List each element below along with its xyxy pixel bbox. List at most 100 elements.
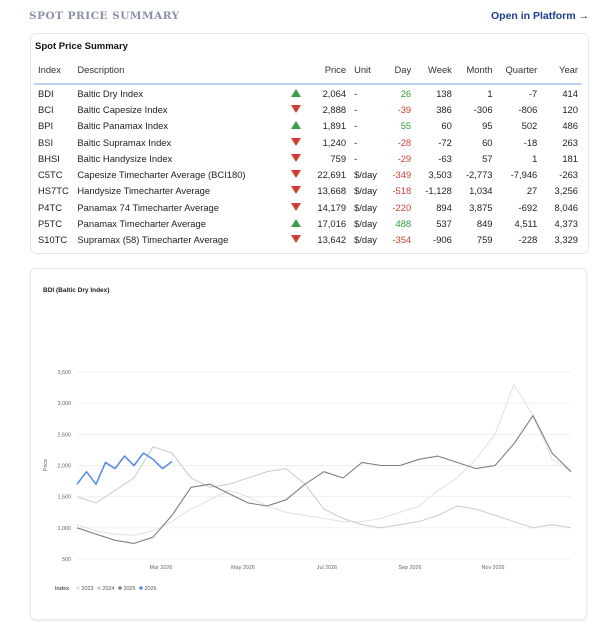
trend-up-icon	[291, 88, 301, 97]
trend-down-icon	[291, 186, 301, 195]
cell-trend	[287, 166, 309, 182]
legend-marker-2026	[139, 586, 143, 590]
cell-month: 57	[482, 152, 493, 164]
cell-week: -72	[438, 136, 452, 148]
cell-quarter: 27	[526, 185, 538, 197]
col-month[interactable]: Month	[466, 64, 493, 75]
y-tick-label: 500	[62, 557, 71, 563]
cell-price: 14,179	[317, 201, 347, 213]
y-tick-label: 3,500	[58, 370, 72, 376]
cell-week: 894	[436, 201, 452, 213]
cell-year: 8,046	[554, 201, 578, 213]
cell-day: -354	[392, 234, 412, 246]
table-row[interactable]: BPI Baltic Panamax Index 1,891- 55 60 95 502 48…	[34, 118, 582, 134]
cell-quarter: 502	[521, 120, 538, 132]
cell-quarter: -806	[518, 103, 538, 115]
cell-price: 13,668	[317, 185, 347, 197]
cell-description: Handysize Timecharter Average	[77, 185, 211, 197]
table-row[interactable]: P4TC Panamax 74 Timecharter Average 14,179…	[34, 199, 582, 215]
x-tick-label: Sep 2026	[398, 565, 421, 571]
cell-month: 1	[455, 82, 497, 102]
cell-trend	[287, 199, 309, 215]
legend-label-2024: 2024	[103, 586, 115, 592]
cell-price: 13,642	[317, 234, 347, 246]
trend-up-icon	[291, 121, 301, 130]
cell-month: -2,773	[465, 169, 493, 181]
cell-trend	[287, 183, 309, 199]
page-title: SPOT PRICE SUMMARY	[29, 10, 180, 22]
table-row[interactable]: BHSI Baltic Handysize Index 759- -29 -63 57 1 1…	[34, 150, 582, 166]
cell-month: 849	[476, 218, 493, 230]
cell-quarter: -7,946	[510, 169, 538, 181]
col-price[interactable]: Price	[324, 64, 347, 75]
cell-year: 414	[541, 82, 582, 102]
table-row[interactable]: P5TC Panamax Timecharter Average 17,016 $/d…	[34, 215, 582, 231]
cell-week: 138	[415, 82, 456, 102]
x-tick-label: May 2026	[231, 565, 255, 571]
table-row[interactable]: BDI Baltic Dry Index 2,064-26 138 1 -7 414	[34, 82, 582, 102]
table-row[interactable]: C5TC Capesize Timecharter Average (BCI180…	[34, 166, 582, 182]
trend-down-icon	[291, 104, 301, 113]
cell-week: -63	[438, 152, 452, 164]
y-tick-label: 2,500	[58, 432, 72, 438]
cell-unit: $/day	[354, 218, 377, 230]
cell-index: P5TC	[38, 218, 62, 230]
spot-price-summary-card: Spot Price Summary Index Description Pri…	[30, 33, 589, 254]
table-row[interactable]: BSI Baltic Supramax Index 1,240- -28 -72 60 -1…	[34, 134, 582, 150]
col-index[interactable]: Index	[38, 64, 61, 75]
col-week[interactable]: Week	[428, 64, 452, 75]
col-trend	[287, 62, 309, 84]
cell-year: 120	[562, 103, 578, 115]
cell-trend	[287, 232, 309, 248]
cell-index: BHSI	[38, 152, 60, 164]
bdi-line-chart: 500 1,000 1,500 2,000 2,500 3,000 3,500 Mar 202…	[43, 370, 572, 592]
y-axis-label: Price	[43, 459, 49, 471]
table-header-row: Index Description Price Unit Day Week Mo…	[34, 62, 582, 84]
cell-unit: -	[354, 103, 358, 115]
legend-label-2025: 2025	[124, 586, 136, 592]
y-tick-label: 1,500	[58, 495, 72, 501]
cell-quarter: 4,511	[514, 218, 538, 230]
cell-month: -306	[473, 103, 493, 115]
cell-trend	[287, 134, 309, 150]
col-unit[interactable]: Unit	[354, 64, 371, 75]
col-quarter[interactable]: Quarter	[505, 64, 538, 75]
cell-day: -28	[397, 136, 412, 148]
cell-index: BCI	[38, 103, 54, 115]
trend-up-icon	[291, 219, 301, 228]
x-tick-label: Nov 2026	[481, 565, 504, 571]
trend-down-icon	[291, 170, 301, 179]
open-in-platform-link[interactable]: Open in Platform →	[490, 10, 589, 22]
table-row[interactable]: S10TC Supramax (58) Timecharter Average 13…	[34, 232, 582, 248]
cell-year: 263	[562, 136, 578, 148]
cell-price: 2,888	[322, 103, 347, 115]
cell-week: 3,503	[428, 169, 452, 181]
cell-week: -906	[433, 234, 452, 246]
cell-month: 60	[482, 136, 493, 148]
cell-price: 22,691	[317, 169, 347, 181]
col-description[interactable]: Description	[77, 64, 125, 75]
trend-down-icon	[291, 153, 301, 162]
trend-down-icon	[291, 137, 301, 146]
cell-description: Supramax (58) Timecharter Average	[77, 234, 229, 246]
cell-price: 759	[330, 152, 347, 164]
cell-unit: -	[354, 120, 358, 132]
cell-quarter: -228	[518, 234, 538, 246]
series-line-2026	[76, 452, 173, 485]
cell-unit: $/day	[354, 185, 377, 197]
cell-day: 26	[382, 82, 416, 102]
cell-price: 1,240	[322, 136, 347, 148]
cell-year: 181	[562, 152, 578, 164]
table-row[interactable]: BCI Baltic Capesize Index 2,888- -39 386 -306…	[34, 101, 582, 117]
cell-week: 537	[436, 218, 452, 230]
col-day[interactable]: Day	[394, 64, 412, 75]
cell-quarter: -7	[496, 82, 542, 102]
cell-week: 60	[441, 120, 452, 132]
cell-day: -518	[392, 185, 412, 197]
table-row[interactable]: HS7TC Handysize Timecharter Average 13,668…	[34, 183, 582, 199]
col-year[interactable]: Year	[559, 64, 578, 75]
legend-marker-2025	[118, 586, 122, 590]
cell-month: 759	[476, 234, 493, 246]
cell-trend	[287, 150, 309, 166]
y-tick-label: 1,000	[58, 526, 72, 532]
